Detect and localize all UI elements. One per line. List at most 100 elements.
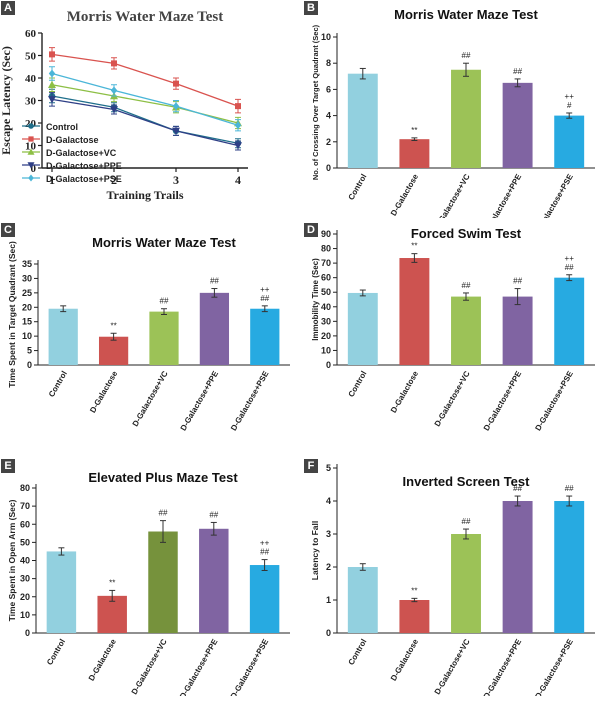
panel-c: C Morris Water Maze Test 0 5 10 15 20 25 30 35 Ti… <box>0 222 300 454</box>
y-tick-label: 8 <box>326 58 331 68</box>
bar-chart-latency-to-fall: Inverted Screen Test 0 1 2 3 4 5 Latency to Fal… <box>310 463 595 700</box>
y-tick-label: 15 <box>22 317 32 327</box>
significance-label: ** <box>411 126 417 135</box>
y-tick-label: 30 <box>22 273 32 283</box>
x-tick-label: Control <box>45 638 67 667</box>
bar <box>347 73 378 168</box>
significance-label: ## <box>513 277 522 286</box>
y-tick-label: 0 <box>25 628 30 638</box>
data-point <box>172 102 180 111</box>
panel-label-f: F <box>304 459 318 473</box>
y-tick-label: 10 <box>321 32 331 42</box>
significance-label: ## <box>209 510 218 519</box>
y-tick-label: 5 <box>27 346 32 356</box>
data-point <box>173 80 179 87</box>
panel-label-b: B <box>304 1 318 15</box>
chart-title: Inverted Screen Test <box>403 474 531 489</box>
bar <box>554 501 585 633</box>
bar <box>249 565 280 633</box>
x-tick-label: D-Galactose+VC <box>130 637 169 696</box>
legend-label: D-Galactose+PSE <box>46 174 122 184</box>
data-point <box>172 127 180 135</box>
y-tick-label: 30 <box>20 574 30 584</box>
y-tick-label: 70 <box>20 501 30 511</box>
line-chart-escape-latency: Morris Water Maze Test01020304050601234T… <box>0 9 248 202</box>
chart-title: Morris Water Maze Test <box>394 7 538 22</box>
x-tick-label: Control <box>347 370 369 399</box>
bar <box>451 69 481 168</box>
x-tick-label: D-Galactose+VC <box>433 637 472 696</box>
significance-label: ## <box>565 263 574 272</box>
panel-f: F Inverted Screen Test 0 1 2 3 4 5 Latency to F… <box>303 458 603 700</box>
significance-label: ## <box>462 517 471 526</box>
y-tick-label: 4 <box>326 111 331 121</box>
x-axis-label: Training Trails <box>106 188 183 202</box>
y-axis-label: Time Spent in Target Quadrant (Sec) <box>7 241 17 388</box>
bar <box>347 292 378 365</box>
bar <box>199 528 229 633</box>
legend-marker <box>28 174 34 182</box>
legend-label: D-Galactose+VC <box>46 148 117 158</box>
x-tick-label: 3 <box>173 173 179 187</box>
y-tick-label: 20 <box>321 331 331 341</box>
y-tick-label: 10 <box>20 610 30 620</box>
chart-title: Morris Water Maze Test <box>67 9 224 25</box>
y-tick-label: 70 <box>321 258 331 268</box>
bar-chart-open-arm: Elevated Plus Maze Test 0 10 20 30 40 50 60 70 80… <box>7 470 290 700</box>
x-tick-label: D-Galactose+PSE <box>533 172 575 218</box>
significance-label: ## <box>260 548 269 557</box>
data-point <box>234 142 242 150</box>
panel-label-a: A <box>1 1 15 15</box>
series-line <box>51 95 239 144</box>
y-tick-label: 10 <box>321 345 331 355</box>
bar-chart-target-quadrant: Morris Water Maze Test 0 5 10 15 20 25 30 35 Time… <box>7 235 290 432</box>
panel-a: A Morris Water Maze Test0102030405060123… <box>0 0 300 218</box>
legend-marker <box>27 148 35 155</box>
significance-label: ++ <box>565 92 575 101</box>
y-tick-label: 0 <box>326 360 331 370</box>
bar <box>451 534 481 633</box>
panel-label-e: E <box>1 459 15 473</box>
bar <box>48 308 78 365</box>
bar <box>148 531 178 633</box>
significance-label: ## <box>160 297 169 306</box>
chart-title: Morris Water Maze Test <box>92 235 236 250</box>
bar <box>554 115 585 168</box>
y-tick-label: 40 <box>321 302 331 312</box>
y-tick-label: 20 <box>22 302 32 312</box>
y-tick-label: 60 <box>25 28 37 40</box>
bar <box>554 277 585 365</box>
series-line <box>51 53 239 107</box>
data-point <box>49 51 55 58</box>
significance-label: ## <box>565 484 574 493</box>
significance-label: ## <box>260 294 269 303</box>
significance-label: ** <box>411 242 417 251</box>
x-tick-label: 1 <box>49 173 55 187</box>
x-tick-label: D-Galactose <box>88 369 119 414</box>
significance-label: ## <box>462 281 471 290</box>
legend-label: D-Galactose+PPE <box>46 161 122 171</box>
data-point <box>48 80 56 88</box>
y-tick-label: 60 <box>321 273 331 283</box>
y-axis-label: Immobility Time (Sec) <box>311 258 320 341</box>
significance-label: ## <box>462 51 471 60</box>
data-point <box>110 86 118 95</box>
bar <box>98 336 129 365</box>
y-tick-label: 40 <box>20 556 30 566</box>
y-tick-label: 3 <box>326 529 331 539</box>
significance-label: ++ <box>565 254 575 263</box>
significance-label: # <box>567 101 572 110</box>
y-tick-label: 0 <box>326 628 331 638</box>
bar <box>502 296 533 365</box>
bar <box>199 292 230 365</box>
bar <box>502 82 533 168</box>
x-tick-label: 2 <box>111 173 117 187</box>
bar <box>399 139 430 168</box>
y-tick-label: 2 <box>326 562 331 572</box>
significance-label: ## <box>513 484 522 493</box>
x-tick-label: D-Galactose <box>389 369 420 414</box>
bar <box>46 551 77 633</box>
legend-label: Control <box>46 122 78 132</box>
x-tick-label: D-Galactose+PPE <box>482 637 524 696</box>
